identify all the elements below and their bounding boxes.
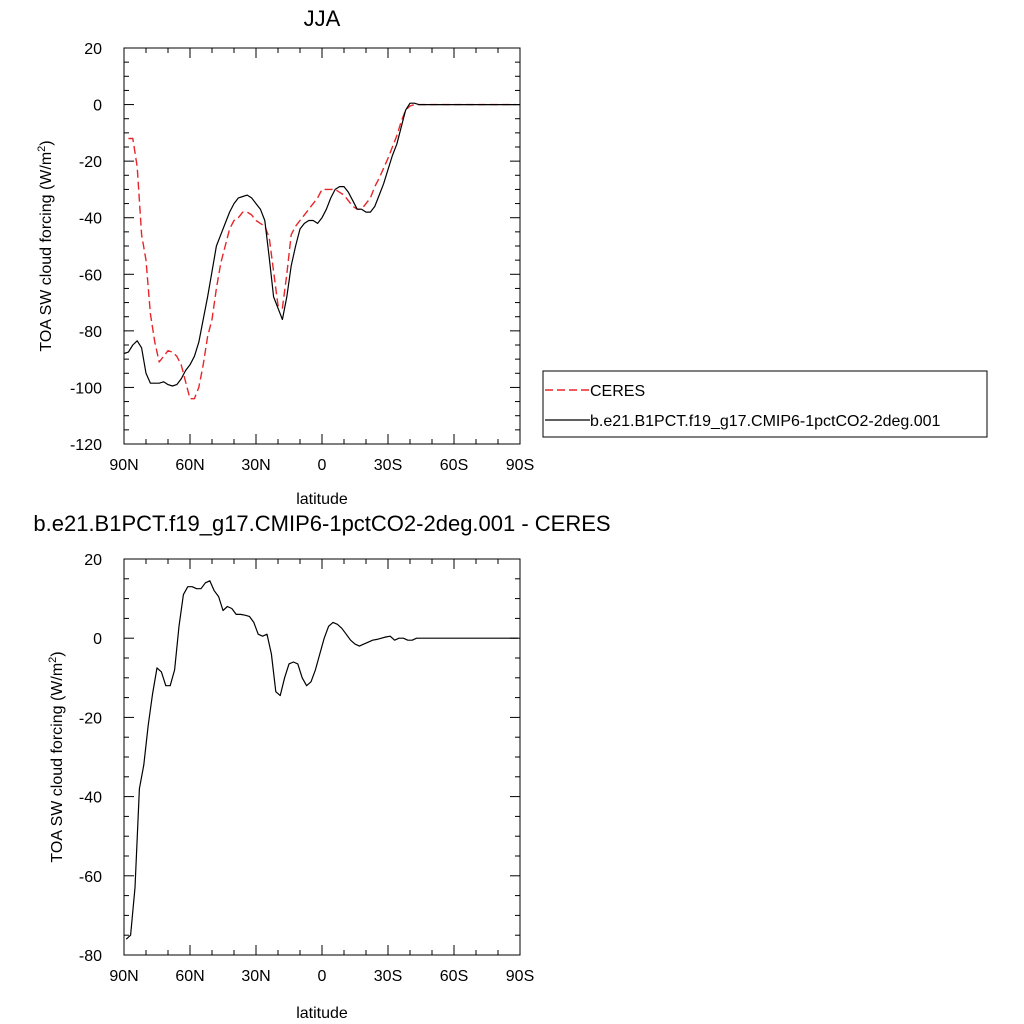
y-tick-label: -20 [79,154,102,171]
top-plot-frame [123,47,521,445]
y-tick-label: 20 [84,552,102,569]
x-tick-label: 60N [175,457,204,474]
x-tick-label: 90N [109,968,138,985]
model-series-line [125,580,518,940]
model-series-line [123,102,520,387]
ceres-series-line [128,103,516,400]
legend-box [542,370,988,438]
bottom-y-axis-label-close: ) [49,651,66,656]
x-tick-label: 30S [374,457,402,474]
top-y-axis-label-close: ) [38,140,55,145]
top-panel-title: JJA [304,6,341,31]
x-tick-label: 60S [440,968,468,985]
x-tick-label: 60N [175,968,204,985]
top-y-axis-label-main: TOA SW cloud forcing (W/m [38,152,55,352]
bottom-axis-ticks: 90N 60N 30N 0 30S 60S 90S 20 0 -20 -40 -60 -80 [79,552,534,985]
top-axis-ticks: 90N 60N 30N 0 30S 60S 90S 20 0 -20 -40 -60 -80 -100 -1… [70,41,534,474]
x-tick-label: 60S [440,457,468,474]
bottom-series-lines [125,580,518,940]
x-tick-label: 0 [318,968,327,985]
x-tick-label: 30N [241,968,270,985]
x-tick-label: 0 [318,457,327,474]
y-tick-label: -60 [79,267,102,284]
y-tick-label: -20 [79,710,102,727]
y-tick-label: -120 [70,437,102,454]
y-tick-label: -40 [79,211,102,228]
y-tick-label: -80 [79,948,102,965]
x-tick-label: 90S [506,968,534,985]
x-tick-label: 30S [374,968,402,985]
bottom-y-axis-label: TOA SW cloud forcing (W/m2) [47,651,66,862]
legend: CERES b.e21.B1PCT.f19_g17.CMIP6-1pctCO2-… [542,370,988,438]
bottom-y-axis-label-superscript: 2 [47,657,59,663]
y-tick-label: 20 [84,41,102,58]
legend-model-label: b.e21.B1PCT.f19_g17.CMIP6-1pctCO2-2deg.0… [590,413,941,430]
y-tick-label: -40 [79,790,102,807]
y-tick-label: -80 [79,324,102,341]
top-y-axis-label-superscript: 2 [36,146,48,152]
x-tick-label: 30N [241,457,270,474]
y-tick-label: 0 [93,98,102,115]
top-series-lines [123,102,520,400]
y-tick-label: -100 [70,380,102,397]
bottom-y-axis-label-main: TOA SW cloud forcing (W/m [49,663,66,863]
legend-ceres-label: CERES [590,383,645,400]
bottom-x-axis-label: latitude [296,1005,348,1022]
top-panel-jja: JJA 90N 60N 30N 0 30S 60S 90S 20 0 -20 -40 -60 -80 -1… [36,6,534,508]
top-y-axis-label: TOA SW cloud forcing (W/m2) [36,140,55,351]
x-tick-label: 90N [109,457,138,474]
bottom-panel-title: b.e21.B1PCT.f19_g17.CMIP6-1pctCO2-2deg.0… [33,511,610,536]
top-x-axis-label: latitude [296,491,348,508]
y-tick-label: 0 [93,631,102,648]
bottom-panel-difference: b.e21.B1PCT.f19_g17.CMIP6-1pctCO2-2deg.0… [33,511,610,1022]
y-tick-label: -60 [79,869,102,886]
x-tick-label: 90S [506,457,534,474]
bottom-plot-frame [123,558,521,956]
